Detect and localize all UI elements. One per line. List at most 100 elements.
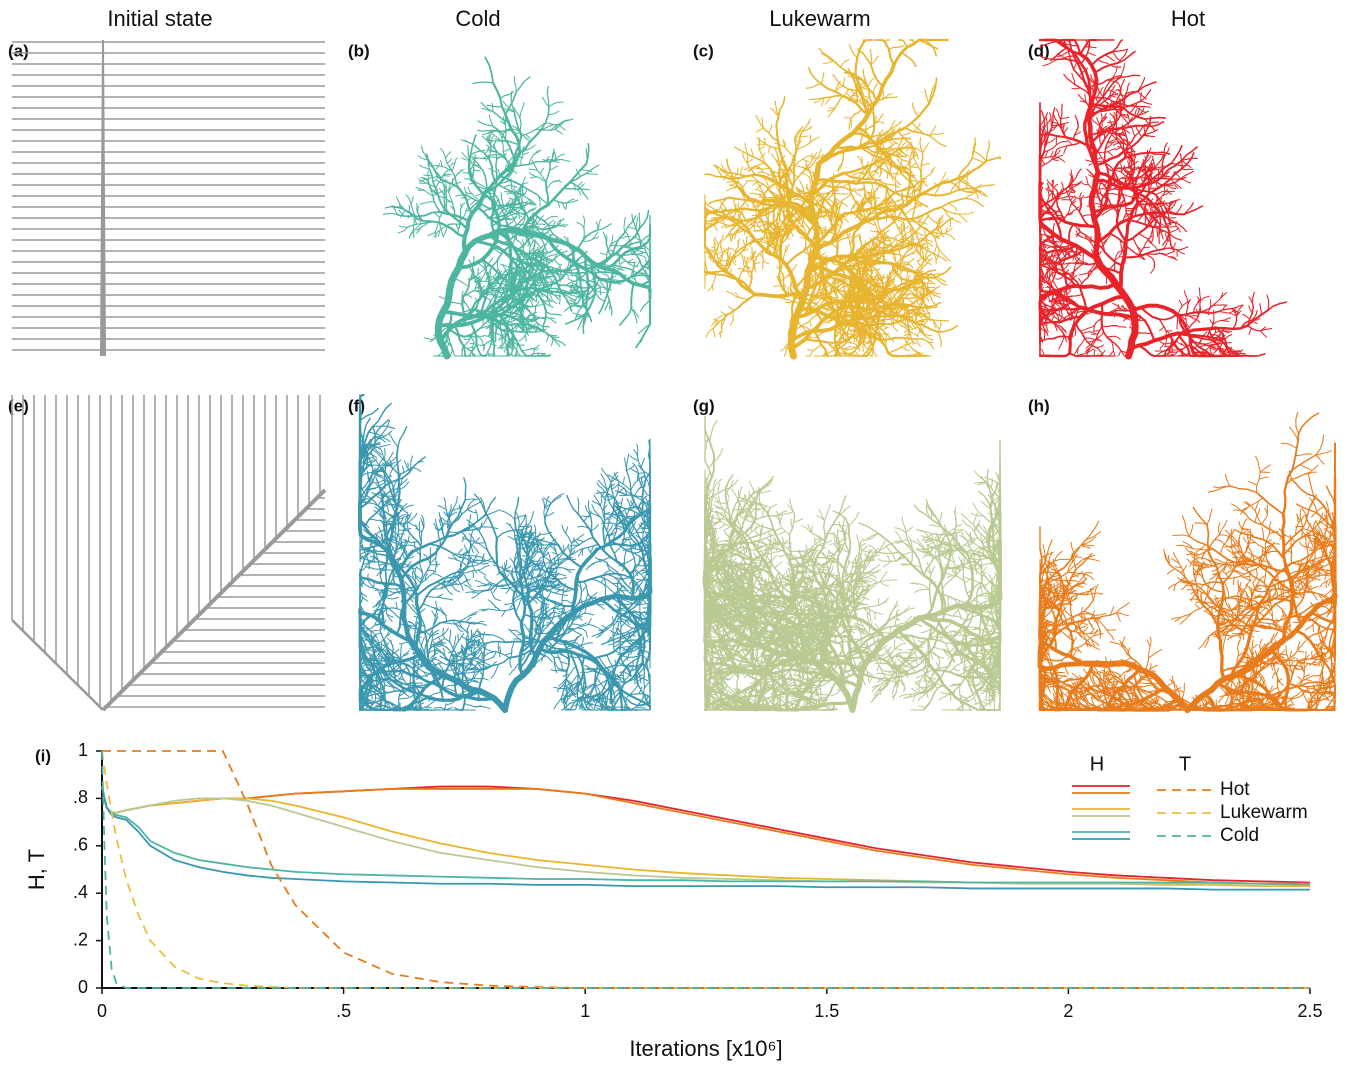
channel — [465, 294, 473, 298]
channel — [871, 193, 921, 221]
panel — [703, 38, 1001, 360]
channel — [535, 288, 551, 294]
channel — [568, 172, 587, 184]
channel — [792, 264, 797, 271]
channel — [912, 227, 914, 243]
channel — [796, 198, 804, 202]
channel — [547, 334, 560, 338]
channel — [1093, 348, 1096, 357]
channel — [1074, 263, 1084, 272]
channel — [444, 151, 452, 159]
channel — [561, 292, 573, 312]
channel — [1248, 327, 1253, 335]
channel — [561, 202, 566, 210]
channel — [526, 259, 531, 274]
channel — [561, 292, 576, 302]
channel — [566, 198, 575, 204]
channel — [1153, 259, 1155, 267]
channel — [544, 256, 554, 261]
channel — [503, 344, 510, 353]
channel — [491, 243, 496, 251]
channel — [522, 315, 527, 328]
channel — [809, 314, 819, 321]
channel — [502, 329, 522, 333]
channel — [522, 189, 528, 196]
channel — [477, 286, 481, 296]
channel — [922, 142, 930, 154]
channel — [1101, 325, 1113, 342]
channel — [753, 260, 756, 271]
channel — [549, 292, 562, 297]
channel — [1145, 252, 1160, 256]
channel — [522, 151, 529, 156]
panel — [12, 40, 325, 356]
channel — [485, 300, 492, 312]
channel — [490, 247, 499, 250]
channel — [490, 288, 500, 302]
channel — [488, 233, 527, 255]
channel — [519, 102, 525, 118]
channel — [512, 292, 528, 298]
channel — [517, 239, 524, 247]
channel — [558, 225, 567, 228]
channel — [843, 117, 852, 120]
channel — [1117, 350, 1122, 357]
channel — [857, 186, 865, 191]
channel — [494, 249, 503, 255]
channel — [507, 292, 512, 300]
channel — [540, 167, 545, 175]
channel — [720, 240, 724, 253]
channel — [482, 169, 488, 190]
channel — [705, 328, 714, 338]
channel — [529, 176, 538, 179]
channel — [490, 210, 503, 220]
channel — [1039, 322, 1042, 330]
channel — [521, 184, 524, 201]
channel — [490, 295, 528, 319]
channel — [549, 267, 570, 272]
channel — [1101, 211, 1108, 216]
channel — [881, 38, 895, 67]
channel — [500, 284, 508, 292]
channel — [597, 218, 602, 231]
channel — [480, 310, 492, 314]
channel — [736, 293, 756, 310]
channel — [793, 138, 797, 159]
channel — [491, 306, 494, 324]
channel — [540, 258, 548, 262]
channel — [445, 183, 448, 191]
channel — [1143, 240, 1149, 249]
channel — [495, 230, 523, 264]
channel — [1093, 318, 1103, 327]
channel — [550, 160, 560, 164]
channel — [1185, 303, 1189, 315]
channel — [507, 330, 510, 346]
channel — [477, 120, 493, 127]
channel — [553, 258, 561, 266]
channel — [801, 172, 810, 178]
channel — [1065, 281, 1118, 290]
channel — [488, 157, 496, 183]
channel — [768, 124, 773, 134]
channel — [856, 155, 863, 164]
channel — [833, 192, 843, 195]
channel — [1266, 294, 1270, 311]
channel — [545, 181, 554, 191]
channel — [762, 259, 770, 265]
channel — [1061, 335, 1065, 345]
channel — [549, 269, 564, 295]
channel — [1094, 344, 1104, 348]
channel — [477, 335, 489, 337]
channel — [451, 163, 456, 172]
channel — [477, 269, 486, 276]
channel — [1222, 319, 1230, 322]
channel — [470, 165, 475, 181]
channel — [484, 296, 492, 302]
channel — [472, 268, 475, 276]
channel — [509, 267, 515, 302]
channel — [1078, 277, 1083, 284]
channel — [556, 263, 563, 272]
channel — [547, 110, 560, 116]
channel — [958, 213, 968, 223]
channel — [469, 321, 478, 346]
